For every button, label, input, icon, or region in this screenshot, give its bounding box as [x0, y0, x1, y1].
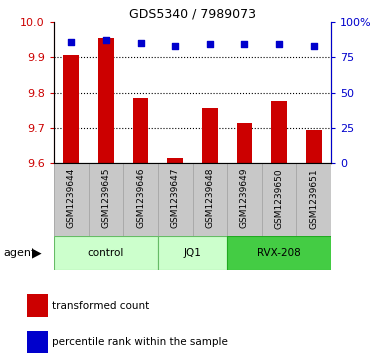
- Text: GSM1239645: GSM1239645: [101, 168, 110, 228]
- Bar: [202, 109, 218, 163]
- Title: GDS5340 / 7989073: GDS5340 / 7989073: [129, 8, 256, 21]
- Bar: [54, 236, 158, 270]
- Text: JQ1: JQ1: [184, 248, 201, 258]
- Text: agent: agent: [4, 248, 36, 258]
- Bar: [296, 163, 331, 236]
- Bar: [89, 163, 123, 236]
- Text: GSM1239644: GSM1239644: [67, 168, 76, 228]
- Bar: [192, 163, 227, 236]
- Bar: [262, 163, 296, 236]
- Text: RVX-208: RVX-208: [257, 248, 301, 258]
- Point: [241, 41, 248, 47]
- Bar: [64, 56, 79, 163]
- Point: [103, 37, 109, 43]
- Text: GSM1239649: GSM1239649: [240, 168, 249, 228]
- Bar: [306, 130, 321, 163]
- Point: [276, 41, 282, 47]
- Bar: [158, 236, 227, 270]
- Text: GSM1239650: GSM1239650: [275, 168, 284, 229]
- Bar: [158, 163, 192, 236]
- Point: [68, 39, 74, 45]
- Text: transformed count: transformed count: [52, 301, 149, 310]
- Bar: [237, 123, 252, 163]
- Text: ▶: ▶: [32, 247, 42, 260]
- Text: GSM1239646: GSM1239646: [136, 168, 145, 228]
- Bar: [27, 294, 48, 317]
- Point: [137, 40, 144, 46]
- Text: GSM1239651: GSM1239651: [309, 168, 318, 229]
- Bar: [167, 158, 183, 163]
- Point: [311, 43, 317, 49]
- Point: [172, 43, 178, 49]
- Bar: [27, 331, 48, 354]
- Text: control: control: [88, 248, 124, 258]
- Text: GSM1239647: GSM1239647: [171, 168, 180, 228]
- Bar: [271, 101, 287, 163]
- Bar: [54, 163, 89, 236]
- Text: percentile rank within the sample: percentile rank within the sample: [52, 337, 228, 347]
- Point: [207, 41, 213, 47]
- Text: GSM1239648: GSM1239648: [205, 168, 214, 228]
- Bar: [133, 98, 148, 163]
- Bar: [123, 163, 158, 236]
- Bar: [227, 236, 331, 270]
- Bar: [227, 163, 262, 236]
- Bar: [98, 38, 114, 163]
